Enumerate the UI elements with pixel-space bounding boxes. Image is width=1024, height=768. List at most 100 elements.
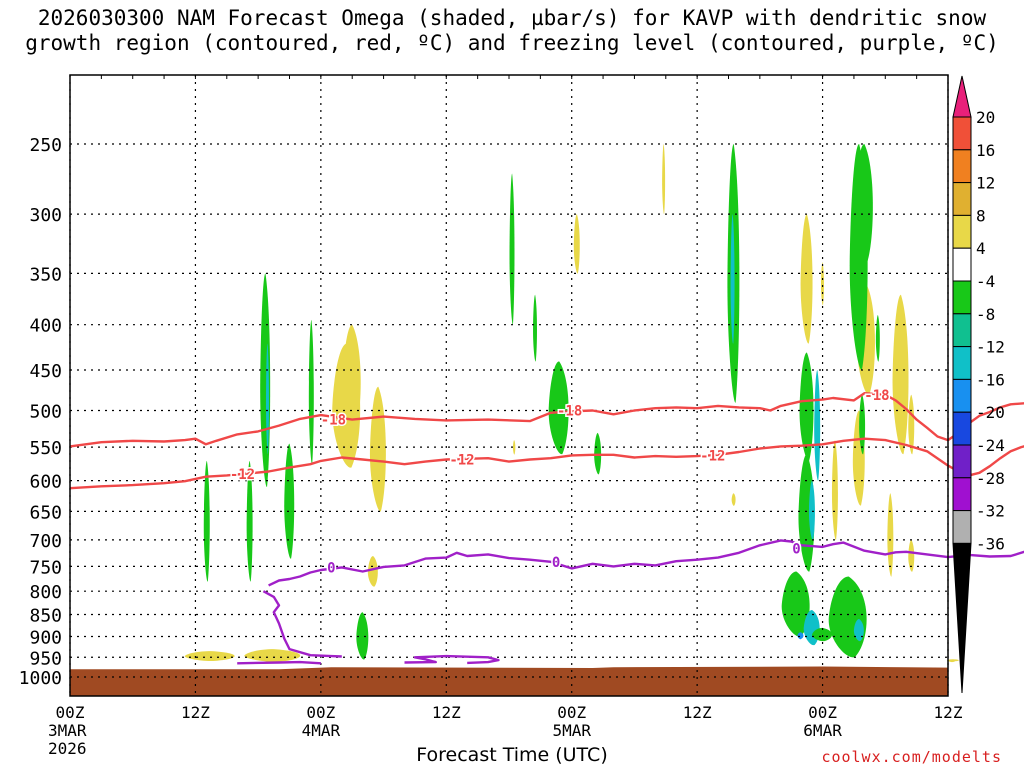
y-tick-label: 750 xyxy=(29,557,62,578)
colorbar-segment xyxy=(952,247,972,282)
omega-cell xyxy=(573,214,580,274)
omega-cell xyxy=(797,632,804,640)
credit-link[interactable]: coolwx.com/modelts xyxy=(821,748,1002,766)
y-tick-label: 450 xyxy=(29,361,62,382)
omega-cell xyxy=(798,454,815,572)
colorbar-segment xyxy=(952,411,972,446)
y-tick-label: 650 xyxy=(29,502,62,523)
omega-cell xyxy=(308,319,314,465)
contour-label: 0 xyxy=(327,560,335,576)
ground-layer xyxy=(70,666,948,696)
colorbar: 20 16 12 8 4 -4 -8 -12 -16 -20 -24 -28 -32 -36 xyxy=(952,75,1005,694)
x-tick-label: 00Z xyxy=(56,703,85,722)
chart-title: 2026030300 NAM Forecast Omega (shaded, µ… xyxy=(0,6,1024,56)
omega-cell xyxy=(548,361,569,455)
omega-cell xyxy=(831,440,838,540)
omega-cell xyxy=(533,294,538,362)
colorbar-label: 16 xyxy=(976,141,995,160)
colorbar-label: -12 xyxy=(976,338,1005,357)
omega-cell xyxy=(509,173,515,325)
omega-cell xyxy=(265,343,269,455)
colorbar-segment xyxy=(952,477,972,512)
omega-cell xyxy=(662,144,666,215)
colorbar-segment xyxy=(952,378,972,413)
y-tick-label: 500 xyxy=(29,402,62,423)
axes: 2503003504004505005506006507007508008509… xyxy=(19,74,963,758)
x-axis-label: Forecast Time (UTC) xyxy=(416,744,608,766)
y-tick-label: 950 xyxy=(29,648,62,669)
title-line-2: growth region (contoured, red, ºC) and f… xyxy=(25,31,999,55)
x-tick-label: 12Z xyxy=(432,703,461,722)
contour-label: -18 xyxy=(864,388,889,404)
colorbar-label: -24 xyxy=(976,436,1005,455)
omega-cell xyxy=(875,314,880,362)
contour-freezing_level xyxy=(268,539,1024,587)
colorbar-segment xyxy=(952,182,972,216)
y-tick-label: 300 xyxy=(29,205,62,226)
omega-cell xyxy=(730,214,735,344)
contours: -18 -18 -18 -12 -12 -12 0 0 0 xyxy=(69,386,1024,665)
omega-cell xyxy=(512,440,516,455)
ground-terrain xyxy=(70,666,948,696)
colorbar-arrow-top xyxy=(952,75,972,118)
colorbar-label: 20 xyxy=(976,108,995,127)
colorbar-segment xyxy=(952,444,972,479)
omega-cell xyxy=(284,443,295,559)
x-tick-label: 6MAR xyxy=(803,721,842,740)
omega-cell xyxy=(356,612,369,660)
x-tick-label: 00Z xyxy=(306,703,335,722)
colorbar-label: 8 xyxy=(976,206,986,225)
colorbar-segment xyxy=(952,214,972,249)
omega-cell xyxy=(853,619,864,642)
colorbar-label: -20 xyxy=(976,403,1005,422)
omega-cell xyxy=(820,262,824,306)
omega-cell xyxy=(367,556,378,587)
omega-cell xyxy=(892,294,909,455)
y-tick-label: 600 xyxy=(29,472,62,493)
x-tick-label: 12Z xyxy=(683,703,712,722)
y-tick-label: 550 xyxy=(29,438,62,459)
colorbar-segment xyxy=(952,346,972,380)
colorbar-segment xyxy=(952,313,972,348)
colorbar-label: -4 xyxy=(976,272,995,291)
omega-cell xyxy=(849,144,868,371)
colorbar-label: 12 xyxy=(976,174,995,193)
contour-label: -12 xyxy=(700,448,725,464)
omega-cell xyxy=(184,651,235,662)
contour-label: 0 xyxy=(792,542,800,558)
y-tick-label: 700 xyxy=(29,531,62,552)
x-tick-label: 12Z xyxy=(934,703,963,722)
title-line-1: 2026030300 NAM Forecast Omega (shaded, µ… xyxy=(37,6,987,30)
omega-cell xyxy=(800,214,813,344)
y-tick-label: 800 xyxy=(29,582,62,603)
y-tick-label: 350 xyxy=(29,264,62,285)
colorbar-label: -8 xyxy=(976,305,995,324)
omega-cell xyxy=(946,659,959,663)
omega-shading xyxy=(184,144,959,663)
x-tick-label: 4MAR xyxy=(302,721,341,740)
x-tick-label: 00Z xyxy=(557,703,586,722)
x-tick-label: 12Z xyxy=(181,703,210,722)
x-tick-label: 3MAR xyxy=(48,721,87,740)
omega-cell xyxy=(828,576,867,658)
contour-label: 0 xyxy=(552,555,560,571)
x-tick-label: 00Z xyxy=(808,703,837,722)
contour-label: -18 xyxy=(321,413,346,429)
omega-cell xyxy=(799,352,814,461)
contour-freezing-level xyxy=(404,654,500,665)
plot-frame xyxy=(69,74,949,697)
omega-cell xyxy=(203,460,210,582)
omega-cell xyxy=(908,394,915,455)
omega-cell xyxy=(731,493,736,506)
omega-cell xyxy=(244,649,301,662)
colorbar-label: -28 xyxy=(976,469,1005,488)
colorbar-segment xyxy=(952,149,972,184)
colorbar-label: 4 xyxy=(976,239,986,258)
colorbar-segment xyxy=(952,280,972,315)
colorbar-segment xyxy=(952,116,972,151)
colorbar-segment xyxy=(952,510,972,544)
omega-cell xyxy=(246,460,253,582)
y-tick-label: 900 xyxy=(29,627,62,648)
contour-freezing-level xyxy=(237,660,321,665)
